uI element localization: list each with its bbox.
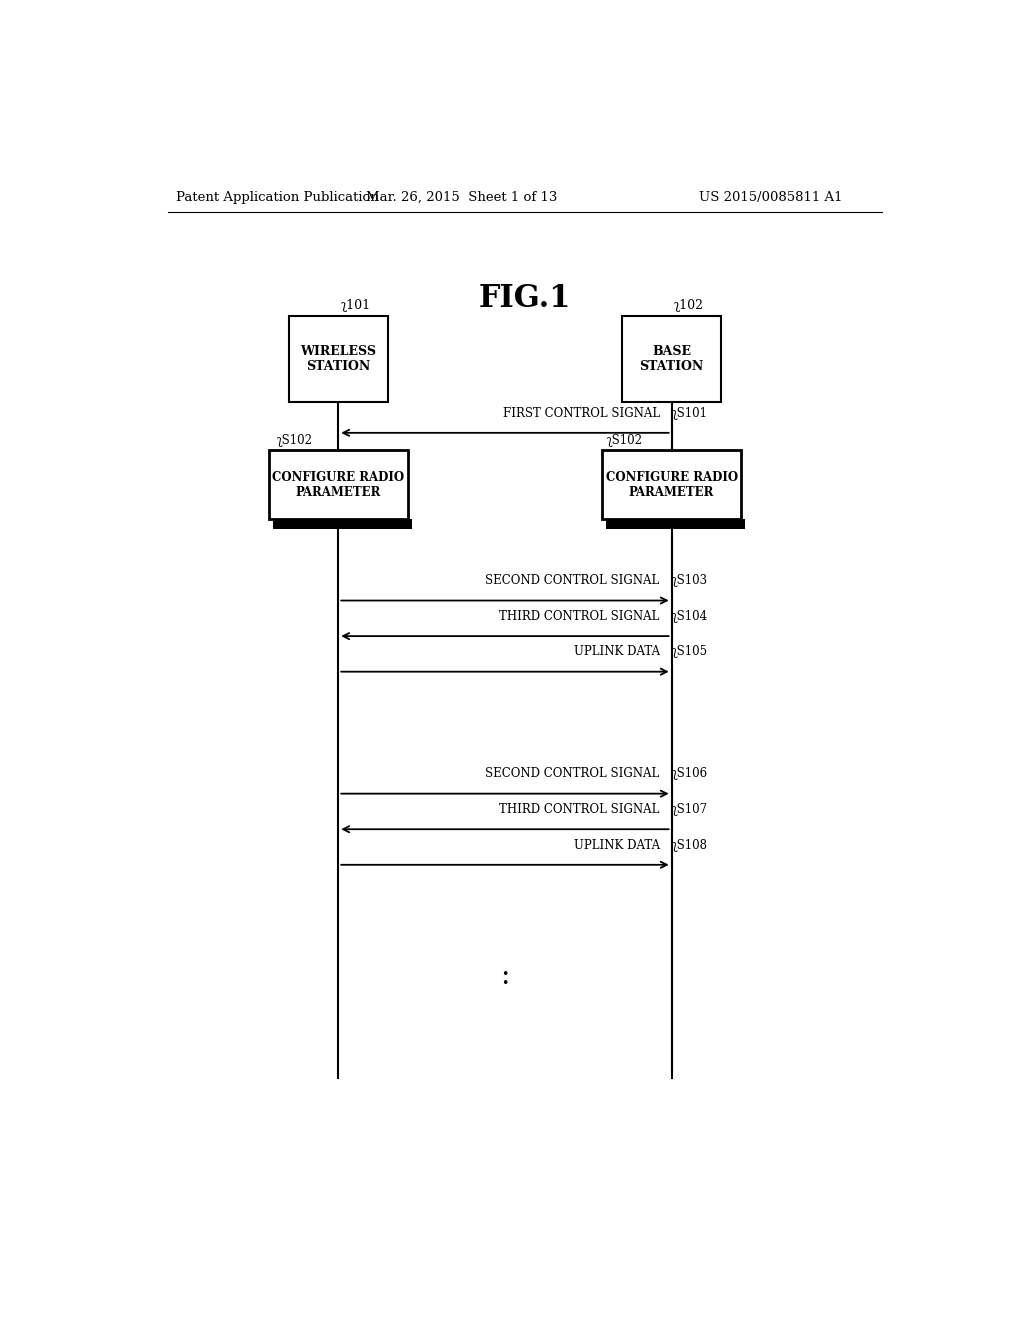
- Text: SECOND CONTROL SIGNAL: SECOND CONTROL SIGNAL: [485, 767, 659, 780]
- Text: ʅ101: ʅ101: [341, 298, 371, 312]
- Text: THIRD CONTROL SIGNAL: THIRD CONTROL SIGNAL: [500, 610, 659, 623]
- Text: THIRD CONTROL SIGNAL: THIRD CONTROL SIGNAL: [500, 803, 659, 816]
- Text: UPLINK DATA: UPLINK DATA: [573, 645, 659, 659]
- Text: ʅS102: ʅS102: [606, 434, 642, 447]
- Text: ʅS108: ʅS108: [672, 838, 708, 851]
- Text: ʅS104: ʅS104: [672, 610, 708, 623]
- Text: ʅS105: ʅS105: [672, 645, 708, 659]
- Text: Patent Application Publication: Patent Application Publication: [176, 190, 379, 203]
- Bar: [289, 315, 388, 403]
- Bar: [606, 519, 745, 529]
- Text: FIG.1: FIG.1: [478, 284, 571, 314]
- Text: BASE
STATION: BASE STATION: [640, 345, 703, 374]
- Text: FIRST CONTROL SIGNAL: FIRST CONTROL SIGNAL: [503, 407, 659, 420]
- Text: Mar. 26, 2015  Sheet 1 of 13: Mar. 26, 2015 Sheet 1 of 13: [366, 190, 557, 203]
- Text: ʅ102: ʅ102: [674, 298, 703, 312]
- Bar: [269, 450, 408, 519]
- Text: CONFIGURE RADIO
PARAMETER: CONFIGURE RADIO PARAMETER: [272, 471, 404, 499]
- Text: US 2015/0085811 A1: US 2015/0085811 A1: [699, 190, 843, 203]
- Text: ʅS106: ʅS106: [672, 767, 708, 780]
- Text: ʅS107: ʅS107: [672, 803, 708, 816]
- Text: WIRELESS
STATION: WIRELESS STATION: [300, 345, 376, 374]
- Text: :: :: [501, 964, 510, 990]
- Bar: [622, 315, 721, 403]
- Text: UPLINK DATA: UPLINK DATA: [573, 838, 659, 851]
- Bar: [602, 450, 741, 519]
- Text: SECOND CONTROL SIGNAL: SECOND CONTROL SIGNAL: [485, 574, 659, 587]
- Text: ʅS101: ʅS101: [672, 407, 708, 420]
- Text: ʅS103: ʅS103: [672, 574, 708, 587]
- Text: CONFIGURE RADIO
PARAMETER: CONFIGURE RADIO PARAMETER: [605, 471, 737, 499]
- Text: ʅS102: ʅS102: [276, 434, 312, 447]
- Bar: [272, 519, 412, 529]
